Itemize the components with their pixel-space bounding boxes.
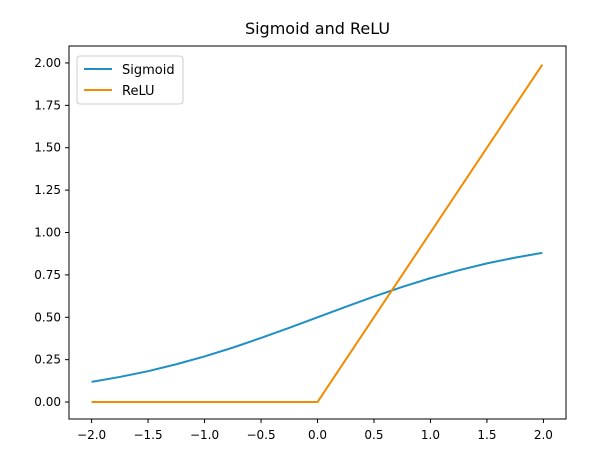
x-tick-label: −1.5	[133, 428, 162, 442]
y-tick-label: 2.00	[34, 56, 61, 70]
y-tick-label: 0.00	[34, 395, 61, 409]
x-tick-label: 1.5	[477, 428, 496, 442]
x-tick-label: −0.5	[246, 428, 275, 442]
chart-title: Sigmoid and ReLU	[245, 19, 390, 38]
y-tick-label: 0.50	[34, 310, 61, 324]
x-tick-label: 2.0	[534, 428, 553, 442]
y-tick-label: 1.50	[34, 141, 61, 155]
legend-label: ReLU	[122, 84, 155, 99]
x-tick-label: 0.5	[364, 428, 383, 442]
legend: Sigmoid ReLU	[76, 55, 184, 105]
x-tick-label: 1.0	[421, 428, 440, 442]
x-axis: −2.0 −1.5 −1.0 −0.5 0.0 0.5 1.0 1.5 2.0	[77, 419, 553, 442]
y-tick-label: 0.75	[34, 268, 61, 282]
series-line-sigmoid	[91, 251, 543, 383]
x-tick-label: −1.0	[190, 428, 219, 442]
x-tick-label: 0.0	[308, 428, 327, 442]
y-axis: 0.00 0.25 0.50 0.75 1.00 1.25 1.50 1.75 2.00	[34, 56, 69, 409]
legend-label: Sigmoid	[122, 63, 175, 78]
y-tick-label: 1.00	[34, 226, 61, 240]
series-layer	[91, 64, 544, 404]
x-tick-label: −2.0	[77, 428, 106, 442]
y-tick-label: 1.75	[34, 98, 61, 112]
y-tick-label: 1.25	[34, 183, 61, 197]
y-tick-label: 0.25	[34, 353, 61, 367]
series-line-relu	[91, 64, 544, 404]
